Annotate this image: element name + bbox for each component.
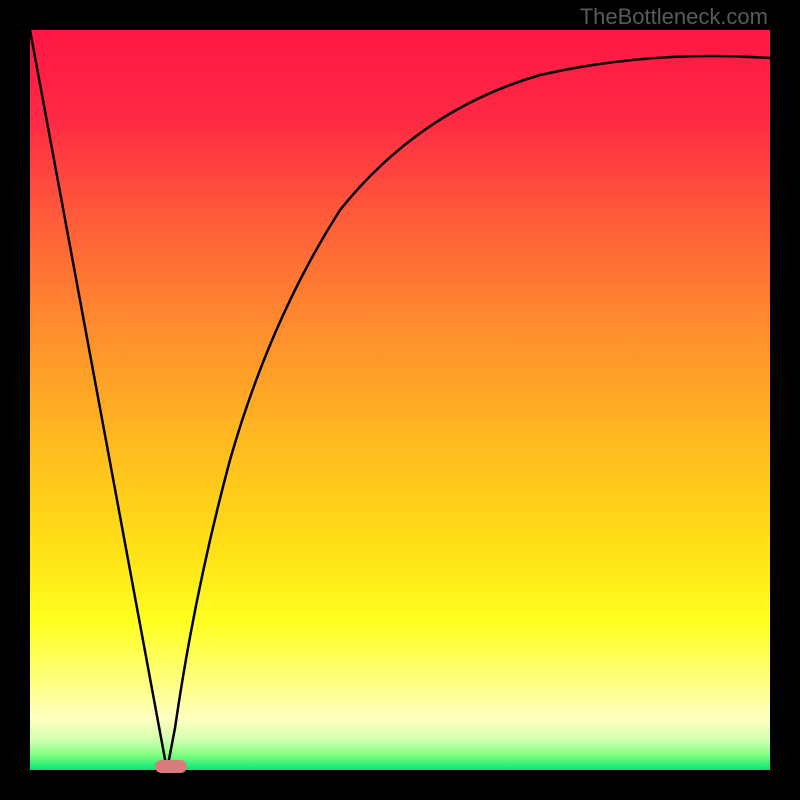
plot-area <box>30 30 770 770</box>
minimum-marker <box>155 760 187 773</box>
gradient-background <box>30 30 770 770</box>
chart-container: TheBottleneck.com <box>0 0 800 800</box>
watermark-text: TheBottleneck.com <box>580 4 768 30</box>
